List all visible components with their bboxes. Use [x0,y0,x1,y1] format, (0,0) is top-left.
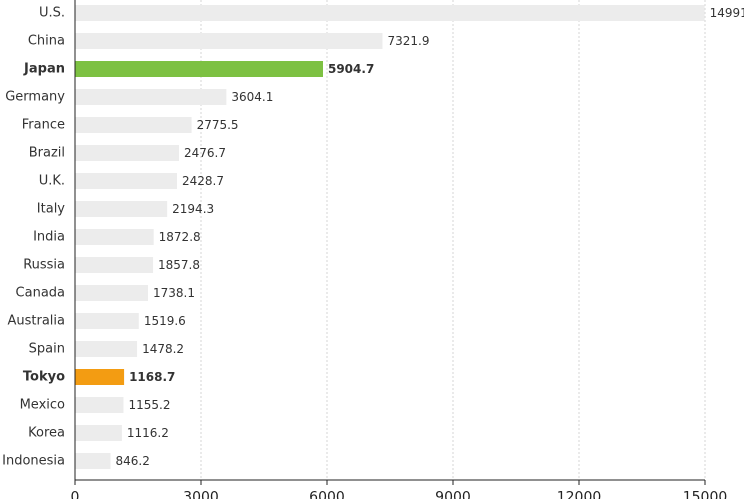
category-label: Germany [5,90,65,105]
data-label: 7321.9 [388,34,430,48]
bar [75,5,705,21]
bar [75,201,168,217]
bar [75,341,138,357]
data-label: 2194.3 [172,202,214,216]
data-label: 1872.8 [159,230,201,244]
data-label: 846.2 [116,454,150,468]
bar [75,117,192,133]
bar [75,397,124,413]
bar [75,33,383,49]
category-label: Australia [7,314,65,329]
category-label: Indonesia [2,454,65,469]
x-tick-label: 9000 [435,490,471,499]
data-label: 5904.7 [328,62,374,76]
x-tick-label: 3000 [183,490,219,499]
category-label: Spain [29,342,65,357]
category-label: Japan [23,62,65,77]
data-label: 1738.1 [153,286,195,300]
data-label: 2775.5 [197,118,239,132]
category-label: U.K. [39,174,65,189]
category-label: India [33,230,65,245]
category-label: Russia [23,258,65,273]
data-label: 3604.1 [231,90,273,104]
bar [75,89,227,105]
data-label: 1168.7 [129,370,175,384]
data-label: 1519.6 [144,314,186,328]
bar [75,285,149,301]
data-label: 14991.3 [710,6,744,20]
category-label: Mexico [20,398,65,413]
data-label: 1116.2 [127,426,169,440]
bar [75,145,180,161]
category-label: Brazil [29,146,65,161]
category-label: Tokyo [23,370,65,385]
category-label: Canada [16,286,65,301]
category-label: Italy [37,202,66,217]
bar [75,369,125,385]
x-tick-label: 6000 [309,490,345,499]
x-tick-label: 0 [71,490,80,499]
bar [75,453,111,469]
data-label: 2428.7 [182,174,224,188]
data-label: 2476.7 [184,146,226,160]
data-label: 1478.2 [142,342,184,356]
category-label: U.S. [39,6,65,21]
data-label: 1155.2 [129,398,171,412]
bar [75,173,178,189]
data-label: 1857.8 [158,258,200,272]
x-tick-label: 12000 [557,490,602,499]
bar [75,257,154,273]
x-tick-label: 15000 [683,490,728,499]
bar [75,425,122,441]
bar [75,229,154,245]
category-label: China [28,34,65,49]
category-label: France [22,118,65,133]
category-label: Korea [28,426,65,441]
bar [75,61,323,77]
bar [75,313,139,329]
